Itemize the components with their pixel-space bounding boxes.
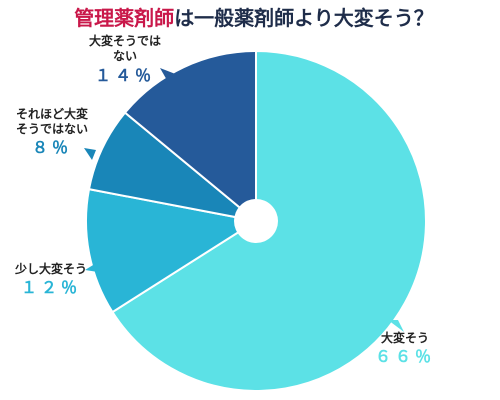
chart-title-highlight: 管理薬剤師 [74,6,174,30]
slice-value-1: １２％ [21,278,81,297]
slice-label-2-line-0: それほど大変 [16,106,89,121]
slice-label-3-line-0: 大変そうでは [89,33,161,48]
slice-pointer-2 [84,148,96,160]
slice-pointer-3 [160,68,178,82]
slice-value-2: ８％ [32,138,72,157]
slice-pointer-1 [85,262,98,272]
pie-slice-3 [123,49,257,224]
slice-label-0-line-0: 大変そう [381,330,429,345]
slice-value-3: １４％ [95,66,155,85]
slice-label-3-line-1: ない [113,49,137,63]
donut-hole [234,199,278,243]
slice-label-1-line-0: 少し大変そう [14,261,87,276]
chart-title-rest: は一般薬剤師より大変そう？ [174,6,434,30]
slice-label-2-line-1: そうではない [16,122,88,136]
pie-slice-1 [85,187,259,314]
slice-value-0: ６６％ [375,347,435,366]
chart-title: 管理薬剤師は一般薬剤師より大変そう？ [74,6,434,30]
slice-pointer-0 [388,320,404,332]
